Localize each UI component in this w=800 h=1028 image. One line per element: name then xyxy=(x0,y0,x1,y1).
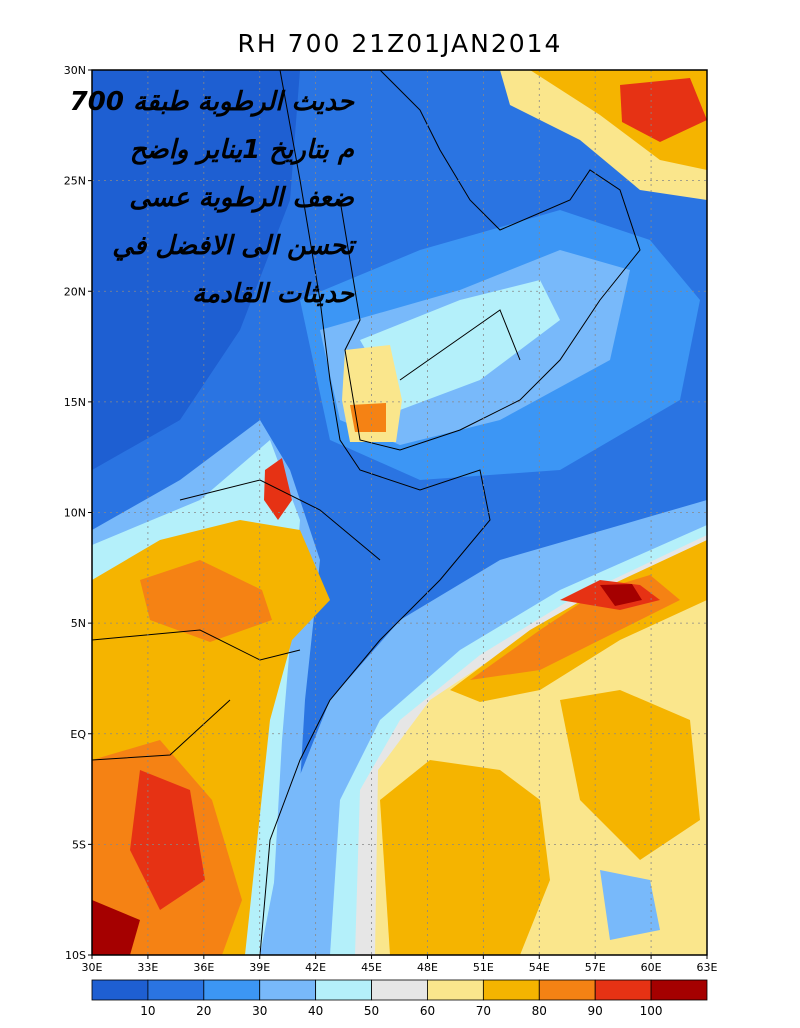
colorbar-label: 30 xyxy=(252,1004,267,1018)
colorbar-box xyxy=(203,979,261,1001)
lat-label: 10S xyxy=(65,949,86,962)
annotation-line: م بتاريخ 1يناير واضح xyxy=(129,135,354,165)
colorbar-label: 60 xyxy=(420,1004,435,1018)
colorbar-box xyxy=(594,979,652,1001)
field-africa xyxy=(140,560,272,642)
field-ocean xyxy=(560,690,700,860)
lat-label: 30N xyxy=(64,64,86,77)
field-arabia xyxy=(360,280,560,410)
colorbar-label: 80 xyxy=(532,1004,547,1018)
lon-label: 42E xyxy=(305,961,326,974)
lat-label: 5N xyxy=(71,617,86,630)
lon-label: 39E xyxy=(249,961,270,974)
colorbar-label: 40 xyxy=(308,1004,323,1018)
colorbar-box xyxy=(147,979,205,1001)
lat-label: 5S xyxy=(72,838,86,851)
field-africa xyxy=(130,770,205,910)
coastline xyxy=(339,69,641,451)
lon-label: 30E xyxy=(82,961,103,974)
colorbar-box xyxy=(427,979,484,1001)
colorbar-box xyxy=(259,979,317,1001)
map-frame xyxy=(91,69,708,956)
annotation-line: حديثات القادمة xyxy=(192,279,354,309)
lat-label: 10N xyxy=(64,507,86,520)
lon-label: 63E xyxy=(697,961,718,974)
title: RH 700 21Z01JAN2014 xyxy=(238,29,563,58)
field-africa xyxy=(92,900,140,955)
lon-label: 48E xyxy=(417,961,438,974)
colorbar-box xyxy=(538,979,596,1001)
colorbar-box xyxy=(91,979,149,1001)
annotation-line: حديث الرطوبة طبقة 700 xyxy=(69,87,354,117)
colorbar-box xyxy=(371,979,428,1001)
lon-label: 57E xyxy=(585,961,606,974)
field-ocean xyxy=(600,870,660,940)
annotation-line: ضعف الرطوبة عسى xyxy=(129,183,354,213)
lat-label: 20N xyxy=(64,285,86,298)
field-ocean xyxy=(380,760,550,955)
field-dry xyxy=(92,70,300,470)
lat-label: 15N xyxy=(64,396,86,409)
lon-label: 45E xyxy=(361,961,382,974)
annotation: حديث الرطوبة طبقة 700 م بتاريخ 1يناير واض… xyxy=(69,78,354,318)
colorbar-box xyxy=(650,979,708,1001)
lon-label: 54E xyxy=(529,961,550,974)
colorbar-box xyxy=(482,979,540,1001)
lat-label: 25N xyxy=(64,175,86,188)
colorbar-label: 10 xyxy=(140,1004,155,1018)
colorbar-label: 90 xyxy=(588,1004,603,1018)
colorbar-box xyxy=(315,979,372,1001)
grid: 30E 33E 36E 39E 42E 45E 48E 51E 54E 57E 60E 63E 30N 2… xyxy=(64,64,718,974)
border xyxy=(91,309,521,761)
colorbar-label: 50 xyxy=(364,1004,379,1018)
lon-label: 33E xyxy=(137,961,158,974)
lat-label: EQ xyxy=(70,728,86,741)
colorbar-label: 70 xyxy=(476,1004,491,1018)
lon-label: 36E xyxy=(193,961,214,974)
colorbar-label: 20 xyxy=(196,1004,211,1018)
lon-label: 60E xyxy=(641,961,662,974)
colorbar: 10 20 30 40 50 60 70 80 90 100 xyxy=(91,979,708,1018)
coastlines xyxy=(91,69,641,956)
field-yemen xyxy=(350,403,386,432)
field-iran xyxy=(620,78,707,142)
annotation-line: تحسن الى الافضل في xyxy=(112,231,354,261)
lon-label: 51E xyxy=(473,961,494,974)
field-ocean xyxy=(600,584,642,606)
coastline xyxy=(259,69,491,956)
colorbar-label: 100 xyxy=(640,1004,663,1018)
